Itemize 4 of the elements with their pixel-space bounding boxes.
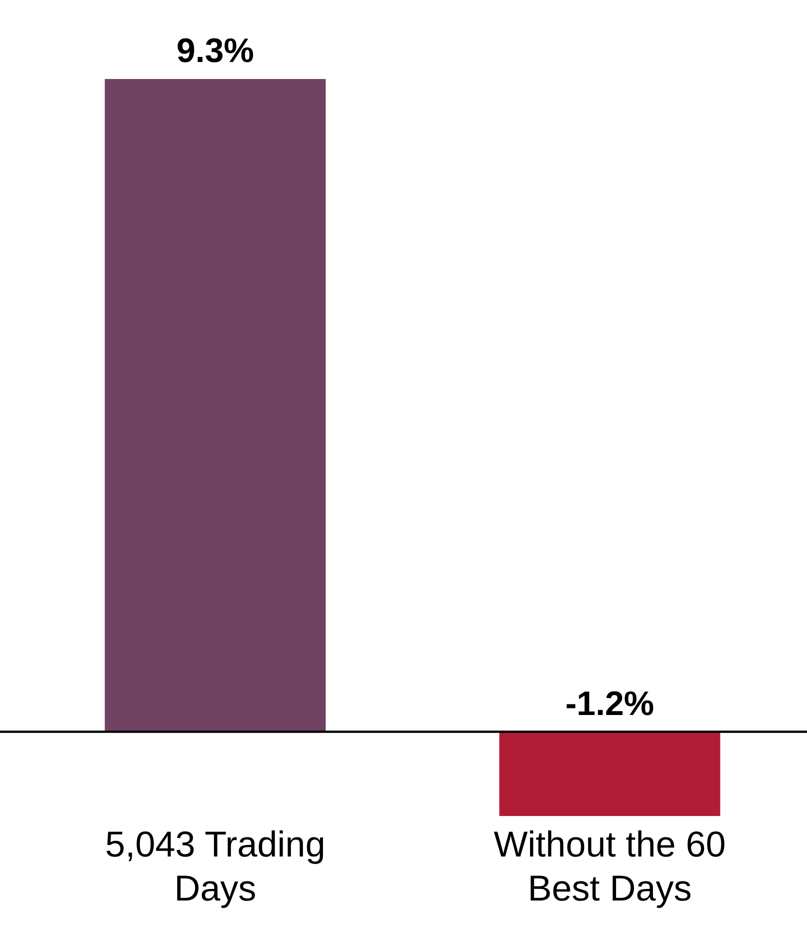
data-label: 9.3% (176, 32, 254, 70)
x-tick-label: Without the 60 Best Days (494, 824, 726, 908)
data-label: -1.2% (565, 684, 654, 723)
x-tick-label: 5,043 Trading Days (105, 824, 326, 908)
